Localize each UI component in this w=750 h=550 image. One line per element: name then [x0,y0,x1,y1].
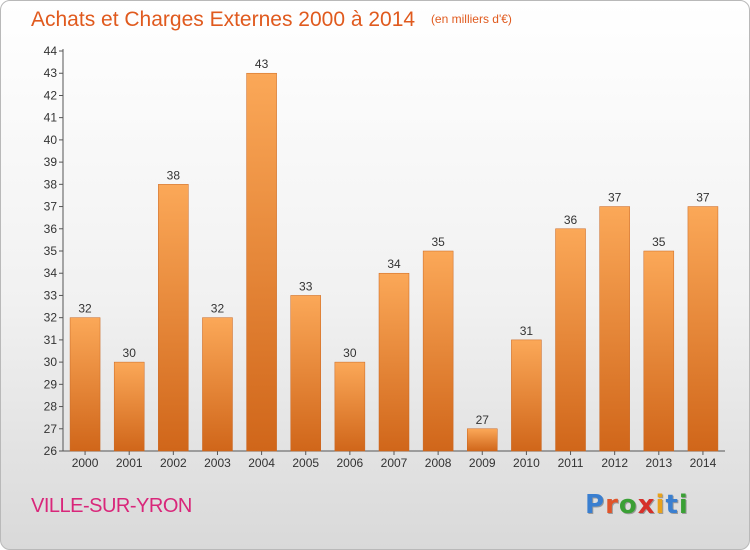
data-label-2000: 32 [78,302,92,316]
data-label-2011: 36 [564,213,578,227]
data-label-2006: 30 [343,346,357,360]
bar-2014 [687,206,719,452]
data-labels: 32 30 38 32 43 33 30 34 35 27 31 36 37 35 37 [78,57,710,427]
chart-title-block: Achats et Charges Externes 2000 à 2014 (… [31,8,512,32]
x-tick-label: 2002 [160,456,187,470]
bar-2009 [467,428,498,452]
logo-letter: o [618,490,638,520]
y-tick-label: 36 [44,222,58,236]
data-label-2002: 38 [167,168,181,182]
logo-letter: P [585,490,606,520]
bar-2012 [599,206,630,452]
chart-title: Achats et Charges Externes 2000 à 2014 [31,8,416,31]
proxiti-logo: Proxiti [585,490,689,520]
bar-2010 [511,339,542,452]
x-tick-label: 2001 [116,456,143,470]
data-label-2005: 33 [299,279,313,293]
logo-letter: i [655,490,666,520]
y-tick-label: 27 [44,422,58,436]
x-tick-label: 2013 [645,456,672,470]
y-tick-label: 32 [44,311,58,325]
x-tick-label: 2007 [381,456,408,470]
y-tick-label: 26 [44,444,58,458]
y-tick-label: 40 [44,133,58,147]
x-tick-label: 2009 [469,456,496,470]
bar-2003 [202,317,233,452]
x-tick-label: 2005 [292,456,319,470]
bar-2006 [334,361,366,452]
x-tick-label: 2006 [337,456,364,470]
y-tick-label: 29 [44,377,58,391]
logo-letter: t [665,490,679,520]
chart-unit: (en milliers d'€) [430,12,512,26]
data-label-2013: 35 [652,235,666,249]
y-tick-label: 34 [44,266,58,280]
y-tick-label: 41 [44,111,58,125]
y-tick-label: 31 [44,333,58,347]
y-tick-label: 43 [44,66,58,80]
data-label-2003: 32 [211,302,225,316]
x-tick-label: 2008 [425,456,452,470]
data-label-2010: 31 [520,324,534,338]
data-label-2001: 30 [123,346,137,360]
data-label-2012: 37 [608,191,622,205]
x-tick-label: 2012 [601,456,628,470]
y-tick-label: 30 [44,355,58,369]
data-label-2004: 43 [255,57,269,71]
x-tick-label: 2000 [72,456,99,470]
y-tick-label: 33 [44,288,58,302]
x-tick-label: 2010 [513,456,540,470]
bar-2005 [290,295,321,452]
y-tick-label: 28 [44,400,58,414]
y-tick-label: 44 [44,44,58,58]
x-tick-label: 2004 [248,456,275,470]
bars [69,72,719,452]
data-label-2009: 27 [476,413,490,427]
logo-letter: x [637,490,656,520]
logo-letter: i [678,490,689,520]
bar-2004 [246,72,277,452]
bar-2007 [378,272,410,452]
city-name: VILLE-SUR-YRON [31,495,192,517]
bar-2002 [158,184,189,452]
bar-2001 [113,361,145,452]
logo-letter: r [605,490,619,520]
y-tick-label: 39 [44,155,58,169]
y-tick-label: 37 [44,200,58,214]
bar-2000 [69,317,101,452]
x-tick-label: 2014 [690,456,717,470]
y-tick-label: 35 [44,244,58,258]
bar-2013 [643,250,675,452]
data-label-2014: 37 [696,191,710,205]
bar-2011 [555,228,586,452]
data-label-2007: 34 [387,257,401,271]
x-tick-label: 2003 [204,456,231,470]
y-tick-label: 42 [44,88,58,102]
x-tick-label: 2011 [558,456,584,470]
data-label-2008: 35 [431,235,445,249]
bar-2008 [422,250,454,452]
y-tick-label: 38 [44,177,58,191]
